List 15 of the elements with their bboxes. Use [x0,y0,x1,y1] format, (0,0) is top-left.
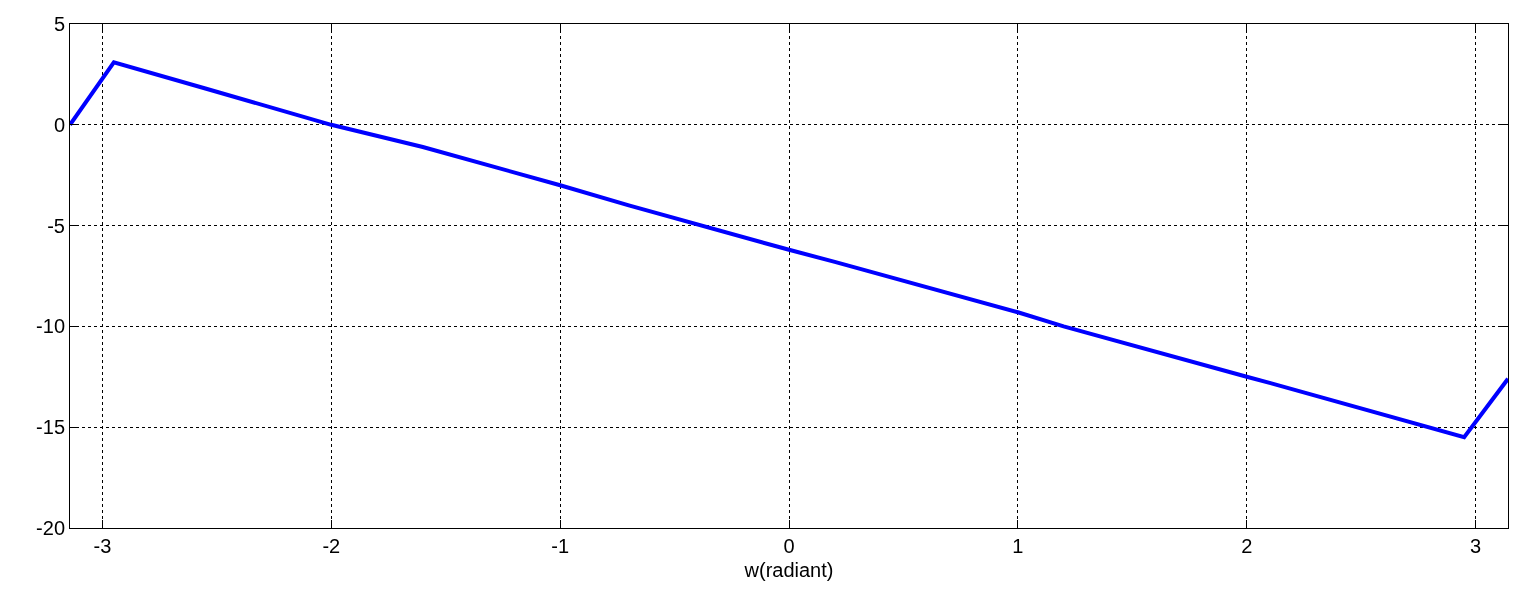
x-tick-label: 1 [1012,535,1024,557]
x-axis-title: w(radiant) [743,558,834,581]
x-tick-label: -3 [93,535,112,557]
y-tick-label: 5 [53,13,65,35]
y-tick-label: -10 [36,315,65,338]
x-tick-label: 0 [783,535,795,557]
x-tick-label: -2 [322,535,341,557]
y-tick-label: -15 [36,416,65,439]
x-tick-label: 3 [1470,535,1482,557]
line-series [70,60,1508,440]
x-tick-label: -1 [551,535,570,557]
y-tick-label: -20 [36,517,65,539]
x-tick-label: 2 [1241,535,1253,557]
y-tick-label: 0 [53,113,65,136]
y-tick-label: -5 [47,214,65,237]
